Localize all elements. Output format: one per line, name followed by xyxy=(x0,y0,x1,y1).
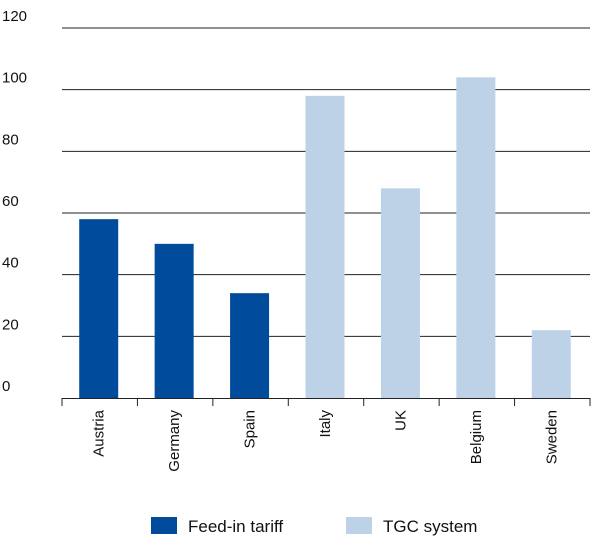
bar-layer xyxy=(79,77,571,398)
bar-italy-tgc-system xyxy=(305,95,345,398)
bar-austria-feed-in-tariff xyxy=(79,219,119,398)
y-tick-label-40: 40 xyxy=(2,255,19,272)
y-tick-label-60: 60 xyxy=(2,193,19,210)
y-tick-label-100: 100 xyxy=(2,70,27,87)
x-tick-label-belgium: Belgium xyxy=(468,410,485,464)
y-tick-label-0: 0 xyxy=(2,378,10,395)
bar-germany-feed-in-tariff xyxy=(154,243,194,398)
axis-layer: 0 20 40 60 80 100 120 Austria Germany Spain Italy U… xyxy=(2,8,591,472)
bar-spain-feed-in-tariff xyxy=(230,293,270,398)
legend-swatch-tgc-system xyxy=(346,517,372,534)
x-tick-label-austria: Austria xyxy=(91,409,108,456)
bar-sweden-tgc-system xyxy=(531,330,571,398)
legend-swatch-feed-in-tariff xyxy=(151,517,177,534)
bar-belgium-tgc-system xyxy=(456,77,496,398)
legend-label-tgc-system: TGC system xyxy=(383,517,477,536)
y-tick-label-20: 20 xyxy=(2,316,19,333)
x-tick-label-sweden: Sweden xyxy=(543,410,560,464)
y-tick-label-120: 120 xyxy=(2,8,27,25)
x-tick-label-uk: UK xyxy=(392,410,409,431)
legend: Feed-in tariff TGC system xyxy=(151,517,477,536)
bar-uk-tgc-system xyxy=(380,188,420,398)
x-tick-label-germany: Germany xyxy=(166,410,183,472)
x-tick-label-italy: Italy xyxy=(317,410,334,438)
x-tick-label-spain: Spain xyxy=(242,410,259,448)
y-tick-label-80: 80 xyxy=(2,131,19,148)
legend-label-feed-in-tariff: Feed-in tariff xyxy=(188,517,283,536)
